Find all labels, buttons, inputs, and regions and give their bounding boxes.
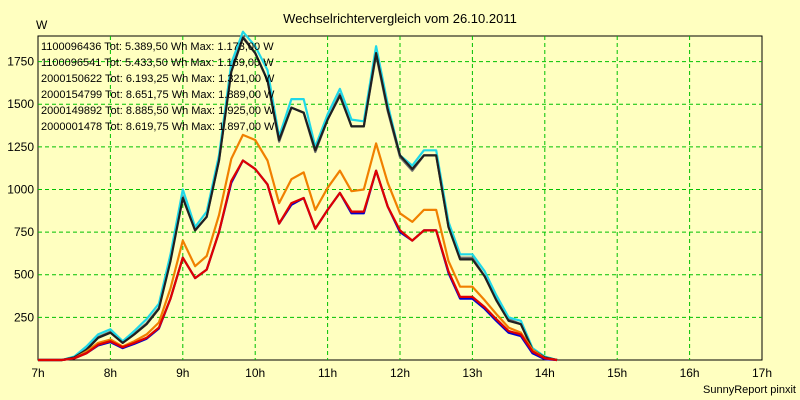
legend-entry-1100096436: 1100096436 Tot: 5.389,50 Wh Max: 1.173,0…: [41, 41, 274, 53]
x-tick-label: 14h: [535, 366, 555, 380]
x-tick-label: 17h: [752, 366, 772, 380]
legend-entry-2000149892: 2000149892 Tot: 8.885,50 Wh Max: 1.925,0…: [41, 105, 275, 117]
x-tick-label: 16h: [680, 366, 700, 380]
x-tick-label: 13h: [462, 366, 482, 380]
y-axis-label: W: [36, 18, 48, 32]
x-tick-label: 7h: [31, 366, 44, 380]
legend-entry-2000154799: 2000154799 Tot: 8.651,75 Wh Max: 1.889,0…: [41, 89, 275, 101]
y-tick-label: 1000: [7, 182, 34, 196]
footer-credit: SunnyReport pinxit: [703, 384, 796, 396]
legend-entry-2000001478: 2000001478 Tot: 8.619,75 Wh Max: 1.897,0…: [41, 121, 275, 133]
x-tick-label: 8h: [104, 366, 117, 380]
y-tick-label: 500: [14, 268, 34, 282]
x-tick-label: 9h: [176, 366, 189, 380]
y-tick-label: 250: [14, 310, 34, 324]
series-line-2000154799: [38, 36, 558, 362]
y-tick-label: 1750: [7, 55, 34, 69]
chart-title: Wechselrichtervergleich vom 26.10.2011: [283, 11, 517, 26]
y-tick-labels: 250 500 750 1000 1250 1500 1750: [7, 55, 34, 325]
y-tick-label: 1500: [7, 97, 34, 111]
x-tick-label: 15h: [607, 366, 627, 380]
series-line-1100096436: [38, 159, 558, 362]
grid: [38, 36, 762, 360]
x-tick-label: 10h: [245, 366, 265, 380]
legend-entry-1100096541: 1100096541 Tot: 5.433,50 Wh Max: 1.169,0…: [41, 57, 274, 69]
series-line-2000150622: [38, 133, 558, 362]
x-tick-labels: 7h 8h 9h 10h 11h 12h 13h 14h 15h 16h 17h: [31, 366, 772, 380]
legend-entry-2000150622: 2000150622 Tot: 6.193,25 Wh Max: 1.321,0…: [41, 73, 275, 85]
series-lines: [38, 30, 558, 362]
y-tick-label: 750: [14, 225, 34, 239]
x-tick-label: 12h: [390, 366, 410, 380]
series-line-2000149892: [38, 30, 558, 362]
legend: 1100096436 Tot: 5.389,50 Wh Max: 1.173,0…: [41, 41, 275, 133]
y-tick-label: 1250: [7, 140, 34, 154]
x-tick-label: 11h: [318, 366, 337, 380]
